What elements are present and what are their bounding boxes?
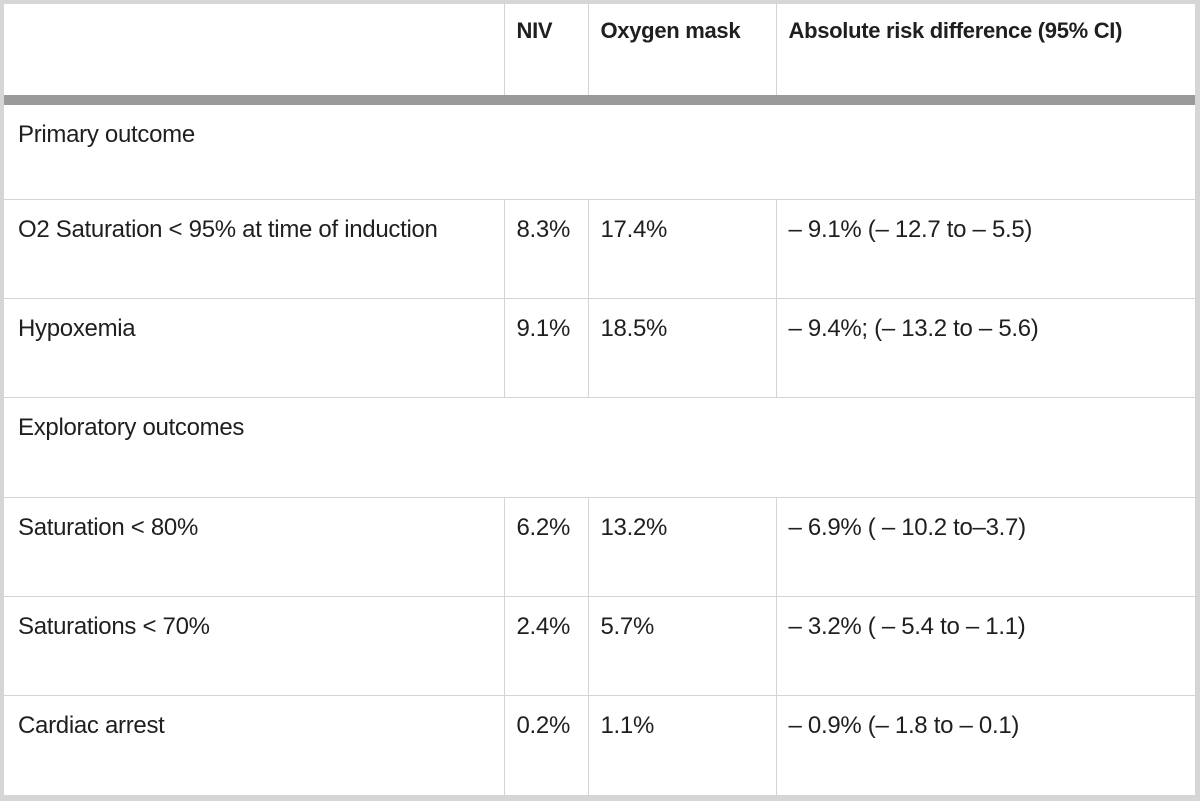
oxygen-mask-value: 18.5% bbox=[588, 298, 777, 399]
oxygen-mask-value: 17.4% bbox=[588, 199, 777, 300]
risk-difference-value: – 9.4%; (– 13.2 to – 5.6) bbox=[776, 298, 1195, 399]
table-header: NIV Oxygen mask Absolute risk difference… bbox=[4, 4, 1195, 105]
section-title: Primary outcome bbox=[4, 100, 1195, 200]
risk-difference-value: – 0.9% (– 1.8 to – 0.1) bbox=[788, 712, 1020, 740]
oxygen-mask-value: 1.1% bbox=[588, 695, 777, 795]
risk-difference-value: – 6.9% ( – 10.2 to–3.7) bbox=[776, 497, 1195, 597]
section-row-exploratory-outcomes: Exploratory outcomes bbox=[4, 397, 1195, 498]
table-row-saturation-80: Saturation < 80% 6.2% 13.2% – 6.9% ( – 1… bbox=[4, 497, 1195, 597]
niv-value: 0.2% bbox=[504, 695, 589, 795]
oxygen-mask-value: 13.2% bbox=[588, 497, 777, 597]
outcomes-table: NIV Oxygen mask Absolute risk difference… bbox=[4, 4, 1195, 795]
header-cell-empty bbox=[4, 4, 505, 105]
niv-value: 8.3% bbox=[504, 199, 589, 300]
header-row: NIV Oxygen mask Absolute risk difference… bbox=[4, 4, 1195, 105]
header-cell-niv: NIV bbox=[504, 4, 589, 105]
table-body: Primary outcome O2 Saturation < 95% at t… bbox=[4, 100, 1195, 795]
niv-value: 9.1% bbox=[504, 298, 589, 399]
row-label: Cardiac arrest bbox=[4, 695, 505, 795]
table-row-saturations-70: Saturations < 70% 2.4% 5.7% – 3.2% ( – 5… bbox=[4, 596, 1195, 697]
row-label: Saturation < 80% bbox=[4, 497, 505, 597]
section-title: Exploratory outcomes bbox=[4, 397, 1195, 498]
table-row-o2-saturation: O2 Saturation < 95% at time of induction… bbox=[4, 199, 1195, 300]
risk-difference-value: – 9.1% (– 12.7 to – 5.5) bbox=[776, 199, 1195, 300]
row-label: Saturations < 70% bbox=[4, 596, 505, 697]
section-row-primary-outcome: Primary outcome bbox=[4, 100, 1195, 200]
oxygen-mask-value: 5.7% bbox=[588, 596, 777, 697]
header-cell-oxygen-mask: Oxygen mask bbox=[588, 4, 777, 105]
header-cell-risk-difference: Absolute risk difference (95% CI) bbox=[776, 4, 1195, 105]
table-row-hypoxemia: Hypoxemia 9.1% 18.5% – 9.4%; (– 13.2 to … bbox=[4, 298, 1195, 399]
table-row-cardiac-arrest: Cardiac arrest 0.2% 1.1% – 0.9% (– 1.8 t… bbox=[4, 695, 1195, 795]
row-label: O2 Saturation < 95% at time of induction bbox=[4, 199, 505, 300]
row-label: Hypoxemia bbox=[4, 298, 505, 399]
niv-value: 2.4% bbox=[504, 596, 589, 697]
niv-value: 6.2% bbox=[504, 497, 589, 597]
risk-difference-value: – 3.2% ( – 5.4 to – 1.1) bbox=[776, 596, 1195, 697]
